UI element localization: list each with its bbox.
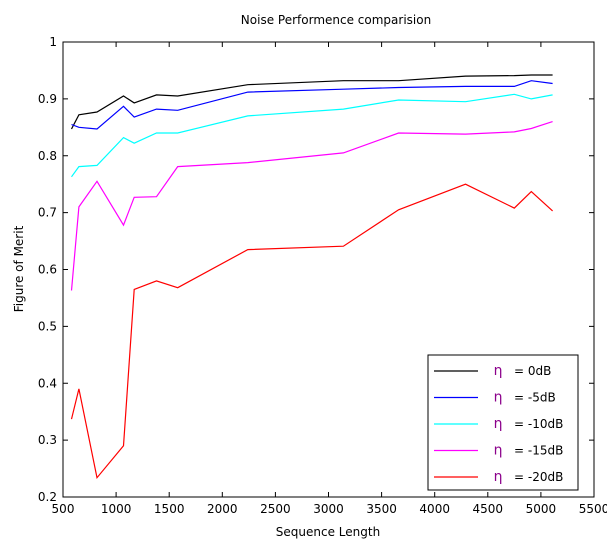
series-line-2 (71, 93, 553, 178)
x-tick-label: 2500 (260, 502, 291, 516)
y-tick-label: 0.7 (38, 206, 57, 220)
x-tick-label: 3500 (366, 502, 397, 516)
legend-symbol: η (494, 363, 503, 379)
y-tick-label: 0.5 (38, 319, 57, 333)
legend-symbol: η (494, 416, 503, 432)
series-line-3 (70, 121, 553, 291)
series-line-4 (70, 183, 554, 480)
y-tick-label: 0.3 (38, 433, 57, 447)
tick-group: 500 1000 1500 2000 2500 3000 3500 4000 4500 5000 5… (38, 35, 607, 516)
series-line-0 (70, 74, 553, 130)
y-tick-label: 0.9 (38, 92, 57, 106)
legend: η = 0dB η = -5dB η = -10dB η = -15dB η = -20dB (427, 354, 579, 491)
x-tick-label: 4000 (419, 502, 450, 516)
y-tick-label: 0.4 (38, 376, 57, 390)
legend-label-0: = 0dB (514, 364, 551, 378)
chart-title: Noise Performence comparision (241, 13, 431, 27)
legend-box (427, 354, 579, 491)
legend-symbol: η (494, 469, 503, 485)
x-tick-label: 1000 (101, 502, 132, 516)
x-tick-label: 2000 (207, 502, 238, 516)
x-tick-label: 4500 (473, 502, 504, 516)
legend-label-2: = -10dB (514, 417, 563, 431)
x-tick-label: 500 (52, 502, 75, 516)
y-tick-label: 0.2 (38, 490, 57, 504)
series-line-1 (71, 80, 553, 130)
series-layer (70, 74, 554, 480)
x-tick-label: 3000 (313, 502, 344, 516)
x-tick-label: 5500 (579, 502, 607, 516)
y-tick-label: 0.8 (38, 149, 57, 163)
y-axis-label: Figure of Merit (12, 225, 26, 312)
x-axis-label: Sequence Length (276, 525, 380, 539)
y-tick-label: 0.6 (38, 263, 57, 277)
legend-symbol: η (494, 443, 503, 459)
x-tick-label: 5000 (526, 502, 557, 516)
legend-label-1: = -5dB (514, 391, 556, 405)
y-tick-label: 1 (49, 35, 57, 49)
x-tick-label: 1500 (154, 502, 185, 516)
legend-symbol: η (494, 390, 503, 406)
legend-label-4: = -20dB (514, 470, 563, 484)
legend-label-3: = -15dB (514, 444, 563, 458)
